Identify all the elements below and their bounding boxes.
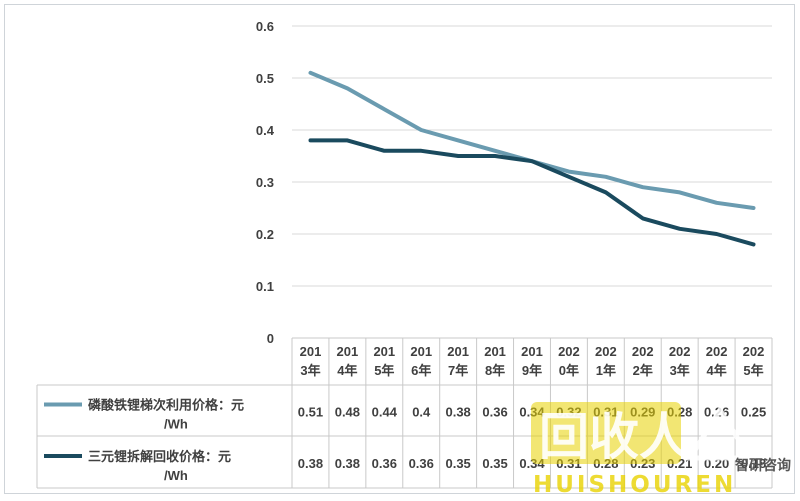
x-tick-label: 202 bbox=[743, 344, 765, 359]
data-label: 0.36 bbox=[482, 405, 507, 420]
x-tick-label: 202 bbox=[706, 344, 728, 359]
x-tick-label: 0年 bbox=[559, 363, 579, 378]
x-tick-label: 201 bbox=[521, 344, 543, 359]
x-tick-label: 201 bbox=[337, 344, 359, 359]
x-tick-label: 202 bbox=[632, 344, 654, 359]
x-tick-label: 201 bbox=[373, 344, 395, 359]
series-name: 三元锂拆解回收价格：元 bbox=[88, 449, 231, 464]
brand-text: HUISHOUREN bbox=[533, 472, 736, 496]
x-tick-label: 201 bbox=[410, 344, 432, 359]
data-label: 0.51 bbox=[298, 405, 323, 420]
source-label: 智研咨询 bbox=[734, 457, 791, 474]
y-tick-label: 0.5 bbox=[256, 71, 274, 86]
y-tick-label: 0.2 bbox=[256, 227, 274, 242]
x-tick-label: 7年 bbox=[448, 363, 468, 378]
x-tick-label: 2年 bbox=[633, 363, 653, 378]
x-tick-label: 201 bbox=[447, 344, 469, 359]
data-label: 0.36 bbox=[372, 456, 397, 471]
data-label: 0.36 bbox=[409, 456, 434, 471]
y-tick-label: 0.3 bbox=[256, 175, 274, 190]
gridlines bbox=[292, 26, 772, 286]
x-tick-label: 3年 bbox=[300, 363, 320, 378]
data-label: 0.48 bbox=[335, 405, 360, 420]
y-tick-label: 0 bbox=[267, 331, 274, 346]
huishouren-watermark: 回收人 智研咨询 HUISHOUREN bbox=[525, 398, 795, 496]
x-tick-label: 4年 bbox=[337, 363, 357, 378]
x-tick-label: 202 bbox=[595, 344, 617, 359]
series-lines bbox=[310, 73, 753, 245]
x-tick-label: 1年 bbox=[596, 363, 616, 378]
x-tick-label: 5年 bbox=[374, 363, 394, 378]
x-tick-label: 202 bbox=[669, 344, 691, 359]
series-line-1 bbox=[311, 73, 754, 208]
x-tick-label: 9年 bbox=[522, 363, 542, 378]
data-label: 0.35 bbox=[445, 456, 470, 471]
person-icon bbox=[690, 410, 750, 458]
y-tick-label: 0.4 bbox=[256, 123, 275, 138]
data-label: 0.38 bbox=[335, 456, 360, 471]
y-axis: 0 0.1 0.2 0.3 0.4 0.5 0.6 bbox=[256, 19, 275, 346]
series-name: 磷酸铁锂梯次利用价格：元 bbox=[88, 398, 244, 413]
series-name: /Wh bbox=[164, 468, 188, 483]
data-label: 0.38 bbox=[445, 405, 470, 420]
data-label: 0.38 bbox=[298, 456, 323, 471]
x-tick-label: 201 bbox=[484, 344, 506, 359]
x-tick-label: 6年 bbox=[411, 363, 431, 378]
data-label: 0.44 bbox=[372, 405, 398, 420]
x-tick-label: 3年 bbox=[670, 363, 690, 378]
y-tick-label: 0.1 bbox=[256, 279, 274, 294]
logo-text: 回收人 bbox=[539, 408, 689, 466]
x-tick-label: 4年 bbox=[706, 363, 726, 378]
x-tick-label: 5年 bbox=[743, 363, 763, 378]
data-label: 0.35 bbox=[482, 456, 507, 471]
data-label: 0.4 bbox=[412, 405, 431, 420]
x-tick-label: 201 bbox=[300, 344, 322, 359]
x-tick-label: 8年 bbox=[485, 363, 505, 378]
y-tick-label: 0.6 bbox=[256, 19, 274, 34]
series-name: /Wh bbox=[164, 417, 188, 432]
x-tick-label: 202 bbox=[558, 344, 580, 359]
